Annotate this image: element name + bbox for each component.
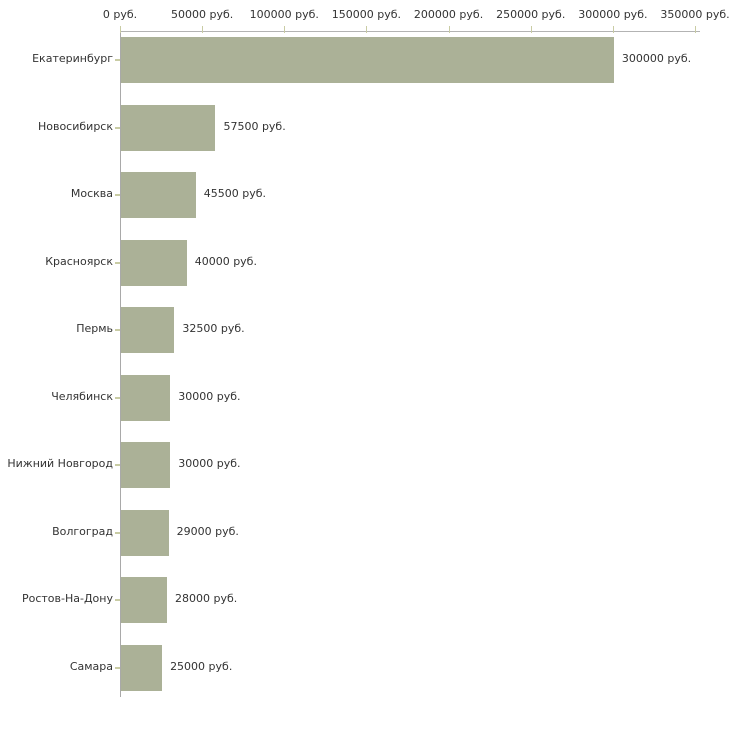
bar — [121, 509, 169, 556]
x-axis-tick — [448, 26, 450, 33]
bar — [121, 644, 163, 691]
bar-value-label: 45500 руб. — [203, 187, 267, 200]
bar — [121, 37, 614, 83]
y-axis-category-tick — [115, 126, 120, 129]
x-axis-tick-label: 250000 руб. — [496, 8, 566, 21]
bar-category-label: Волгоград — [52, 524, 113, 538]
bar-category-label: Красноярск — [45, 254, 113, 268]
bar-value-label: 29000 руб. — [176, 524, 239, 538]
y-axis-category-tick — [115, 599, 120, 601]
x-axis-tick-label: 350000 руб. — [660, 8, 730, 21]
x-axis-tick-label: 200000 руб. — [413, 8, 484, 21]
x-axis-tick-label: 100000 руб. — [249, 8, 319, 21]
x-axis-tick-label: 0 руб. — [102, 8, 138, 21]
bar-category-label: Нижний Новгород — [7, 457, 113, 470]
bar-value-label: 30000 руб. — [178, 457, 241, 470]
bar — [121, 442, 171, 488]
bar — [121, 172, 196, 218]
x-axis-tick-label: 150000 руб. — [331, 8, 402, 21]
x-axis-tick — [120, 26, 121, 33]
bar-category-label: Новосибирск — [37, 119, 113, 133]
y-axis-category-tick — [115, 464, 120, 466]
x-axis-tick — [530, 26, 532, 33]
bar — [121, 577, 167, 623]
y-axis-category-tick — [115, 531, 120, 534]
y-axis-category-tick — [115, 329, 120, 331]
y-axis-category-tick — [115, 59, 120, 61]
bar — [121, 307, 175, 353]
x-axis-tick — [202, 26, 204, 33]
x-axis-tick-label: 300000 руб. — [578, 8, 648, 21]
bar — [121, 104, 216, 151]
x-axis-tick — [695, 26, 696, 33]
x-axis-line — [120, 31, 700, 32]
x-axis-tick — [612, 26, 614, 33]
bar-value-label: 32500 руб. — [182, 322, 245, 335]
y-axis-category-tick — [115, 396, 120, 399]
bar-value-label: 28000 руб. — [175, 592, 238, 605]
x-axis-tick — [366, 26, 368, 33]
bar-value-label: 57500 руб. — [223, 119, 286, 133]
y-axis-line — [120, 31, 121, 697]
bar-category-label: Москва — [70, 187, 113, 200]
bar-value-label: 25000 руб. — [170, 659, 233, 673]
bar — [121, 374, 171, 421]
bar-category-label: Ростов-На-Дону — [21, 592, 113, 605]
y-axis-category-tick — [115, 261, 120, 264]
y-axis-category-tick — [115, 666, 120, 669]
bar-value-label: 40000 руб. — [194, 254, 257, 268]
bar-category-label: Челябинск — [51, 389, 113, 403]
y-axis-category-tick — [115, 194, 120, 196]
bar-category-label: Екатеринбург — [32, 52, 113, 65]
bar-category-label: Самара — [69, 659, 113, 673]
bar-category-label: Пермь — [76, 322, 113, 335]
bar-value-label: 30000 руб. — [178, 389, 241, 403]
bar-value-label: 300000 руб. — [621, 52, 692, 65]
x-axis-tick-label: 50000 руб. — [171, 8, 234, 21]
bar — [121, 239, 187, 286]
x-axis-tick — [284, 26, 286, 33]
